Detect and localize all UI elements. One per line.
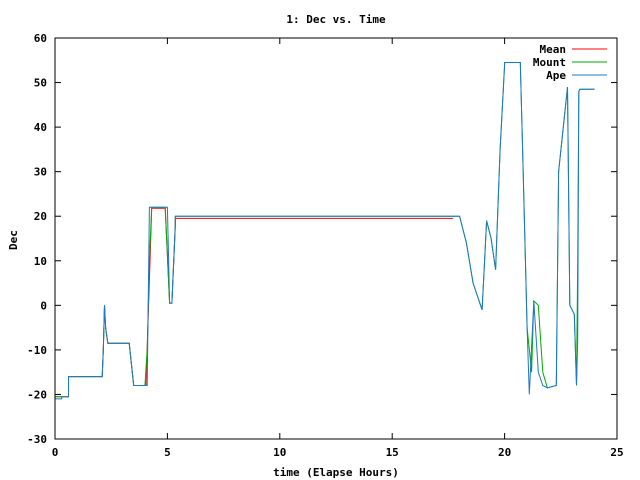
y-tick-label: 40 <box>34 121 47 134</box>
legend-label: Ape <box>546 69 566 82</box>
x-tick-label: 5 <box>164 446 171 459</box>
series-line-ape <box>55 62 595 400</box>
y-tick-label: 0 <box>40 299 47 312</box>
y-tick-label: -20 <box>27 388 47 401</box>
y-tick-label: 30 <box>34 166 47 179</box>
series-layer <box>55 62 595 400</box>
y-axis-label: Dec <box>7 230 20 250</box>
y-tick-label: 20 <box>34 210 47 223</box>
x-tick-label: 20 <box>498 446 511 459</box>
y-tick-label: 60 <box>34 32 47 45</box>
series-line-mount <box>55 62 595 398</box>
x-tick-label: 25 <box>610 446 623 459</box>
x-tick-label: 0 <box>52 446 59 459</box>
legend-label: Mean <box>540 43 567 56</box>
y-tick-label: 50 <box>34 77 47 90</box>
x-tick-label: 10 <box>273 446 286 459</box>
y-tick-label: 10 <box>34 255 47 268</box>
plot-frame <box>54 37 618 440</box>
ticks-layer: 0 5 10 15 20 25 -30 -20 -10 0 10 20 30 40 50 60 <box>27 32 624 459</box>
series-line-mean <box>55 207 453 398</box>
chart-title: 1: Dec vs. Time <box>286 13 386 26</box>
x-axis-label: time (Elapse Hours) <box>273 466 399 479</box>
x-tick-label: 15 <box>386 446 399 459</box>
y-tick-label: -30 <box>27 433 47 446</box>
y-tick-label: -10 <box>27 344 47 357</box>
legend-label: Mount <box>533 56 566 69</box>
